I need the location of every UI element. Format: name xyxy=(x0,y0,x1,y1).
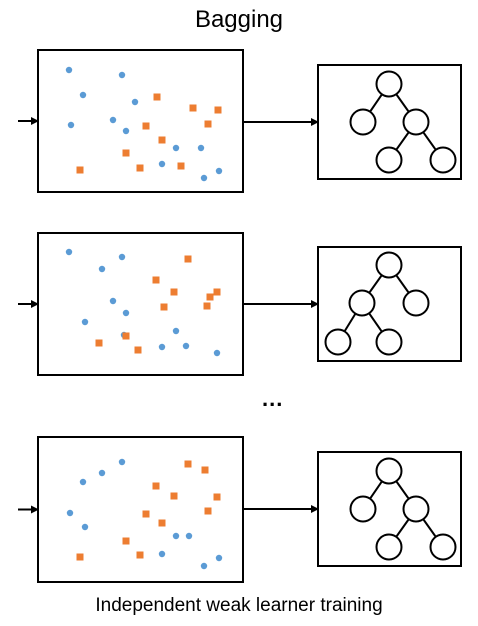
tree-node xyxy=(402,495,430,523)
blue-point xyxy=(213,349,221,357)
orange-point xyxy=(170,288,178,296)
tree-node xyxy=(375,457,403,485)
bootstrap-row xyxy=(18,436,462,583)
bootstrap-row xyxy=(18,49,462,193)
blue-point xyxy=(197,144,205,152)
orange-point xyxy=(122,332,130,340)
orange-point xyxy=(152,276,160,284)
blue-point xyxy=(118,253,126,261)
blue-point xyxy=(200,562,208,570)
tree-node xyxy=(375,328,403,356)
tree-node xyxy=(375,251,403,279)
orange-point xyxy=(184,255,192,263)
orange-point xyxy=(203,302,211,310)
blue-point xyxy=(98,265,106,273)
orange-point xyxy=(189,104,197,112)
tree-node xyxy=(375,70,403,98)
orange-point xyxy=(95,339,103,347)
blue-point xyxy=(172,144,180,152)
orange-point xyxy=(122,149,130,157)
diagram-caption: Independent weak learner training xyxy=(95,595,383,616)
orange-point xyxy=(204,507,212,515)
orange-point xyxy=(76,553,84,561)
orange-point xyxy=(142,510,150,518)
tree-node xyxy=(402,108,430,136)
blue-point xyxy=(81,318,89,326)
orange-point xyxy=(177,162,185,170)
blue-point xyxy=(122,309,130,317)
blue-point xyxy=(98,469,106,477)
orange-point xyxy=(136,551,144,559)
orange-point xyxy=(160,303,168,311)
blue-point xyxy=(200,174,208,182)
blue-point xyxy=(81,523,89,531)
blue-point xyxy=(172,327,180,335)
tree-node xyxy=(324,328,352,356)
blue-point xyxy=(182,342,190,350)
blue-point xyxy=(67,121,75,129)
tree-node xyxy=(375,146,403,174)
tree-node xyxy=(429,146,457,174)
orange-point xyxy=(213,493,221,501)
orange-point xyxy=(204,120,212,128)
blue-point xyxy=(109,116,117,124)
blue-point xyxy=(158,550,166,558)
orange-point xyxy=(158,136,166,144)
orange-point xyxy=(201,466,209,474)
orange-point xyxy=(122,537,130,545)
orange-point xyxy=(213,288,221,296)
tree-node xyxy=(402,289,430,317)
diagram-title: Bagging xyxy=(194,6,284,33)
orange-point xyxy=(136,164,144,172)
orange-point xyxy=(214,106,222,114)
orange-point xyxy=(134,346,142,354)
orange-point xyxy=(142,122,150,130)
orange-point xyxy=(153,93,161,101)
tree-node xyxy=(349,108,377,136)
blue-point xyxy=(131,98,139,106)
orange-point xyxy=(76,166,84,174)
blue-point xyxy=(122,127,130,135)
blue-point xyxy=(65,66,73,74)
orange-point xyxy=(158,519,166,527)
blue-point xyxy=(79,478,87,486)
blue-point xyxy=(215,554,223,562)
blue-point xyxy=(79,91,87,99)
orange-point xyxy=(184,460,192,468)
ellipsis: ... xyxy=(262,386,284,411)
blue-point xyxy=(215,167,223,175)
blue-point xyxy=(66,509,74,517)
tree-node xyxy=(348,289,376,317)
blue-point xyxy=(118,71,126,79)
tree-node xyxy=(375,533,403,561)
tree-node xyxy=(429,533,457,561)
blue-point xyxy=(65,248,73,256)
blue-point xyxy=(158,160,166,168)
tree-node xyxy=(349,495,377,523)
blue-point xyxy=(185,532,193,540)
bootstrap-sample-box xyxy=(37,436,244,583)
orange-point xyxy=(206,293,214,301)
blue-point xyxy=(172,532,180,540)
orange-point xyxy=(152,482,160,490)
bootstrap-row xyxy=(18,232,462,376)
blue-point xyxy=(118,458,126,466)
blue-point xyxy=(158,343,166,351)
blue-point xyxy=(109,297,117,305)
orange-point xyxy=(170,492,178,500)
